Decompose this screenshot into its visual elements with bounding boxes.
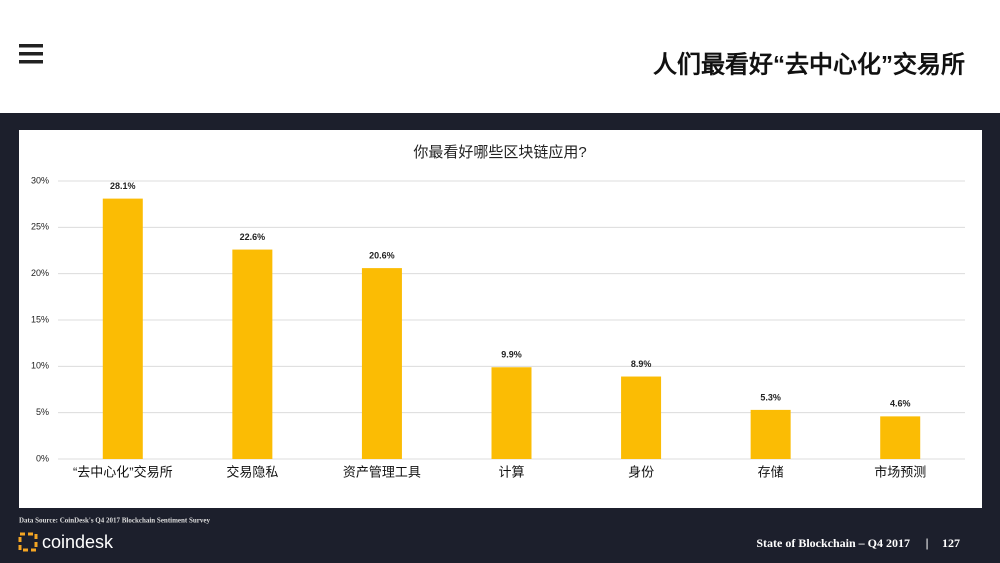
brand-logo xyxy=(18,532,38,552)
value-label: 8.9% xyxy=(631,359,652,369)
value-label: 28.1% xyxy=(110,181,136,191)
report-name: State of Blockchain – Q4 2017 xyxy=(756,536,910,550)
value-label: 20.6% xyxy=(369,250,395,260)
x-tick-label: “去中心化”交易所 xyxy=(73,464,173,479)
header-bg xyxy=(0,0,1000,113)
data-source: Data Source: CoinDesk's Q4 2017 Blockcha… xyxy=(19,517,211,525)
value-label: 22.6% xyxy=(240,232,266,242)
x-tick-label: 计算 xyxy=(498,464,524,479)
y-tick-label: 5% xyxy=(36,407,49,417)
y-tick-label: 0% xyxy=(36,453,49,463)
x-tick-label: 资产管理工具 xyxy=(343,464,421,479)
value-label: 5.3% xyxy=(760,392,781,402)
value-label: 9.9% xyxy=(501,350,522,360)
bar xyxy=(361,268,402,459)
chart-title: 你最看好哪些区块链应用? xyxy=(413,143,586,161)
y-tick-label: 30% xyxy=(31,175,49,185)
bar xyxy=(232,249,273,459)
x-tick-label: 交易隐私 xyxy=(226,464,278,479)
bar xyxy=(880,416,921,459)
slide-title: 人们最看好“去中心化”交易所 xyxy=(653,50,965,78)
bar xyxy=(750,409,791,459)
value-label: 4.6% xyxy=(890,399,911,409)
brand-name: coindesk xyxy=(42,532,114,552)
bar xyxy=(102,198,143,459)
page-number: 127 xyxy=(942,536,960,550)
bar xyxy=(491,367,532,459)
x-tick-label: 存储 xyxy=(758,464,784,479)
x-tick-label: 市场预测 xyxy=(874,464,926,479)
y-tick-label: 20% xyxy=(31,268,49,278)
y-tick-label: 10% xyxy=(31,361,49,371)
separator: | xyxy=(925,536,928,550)
y-tick-label: 25% xyxy=(31,222,49,232)
x-tick-label: 身份 xyxy=(628,464,654,479)
bar xyxy=(621,376,662,459)
y-tick-label: 15% xyxy=(31,314,49,324)
menu-icon[interactable] xyxy=(19,44,43,64)
